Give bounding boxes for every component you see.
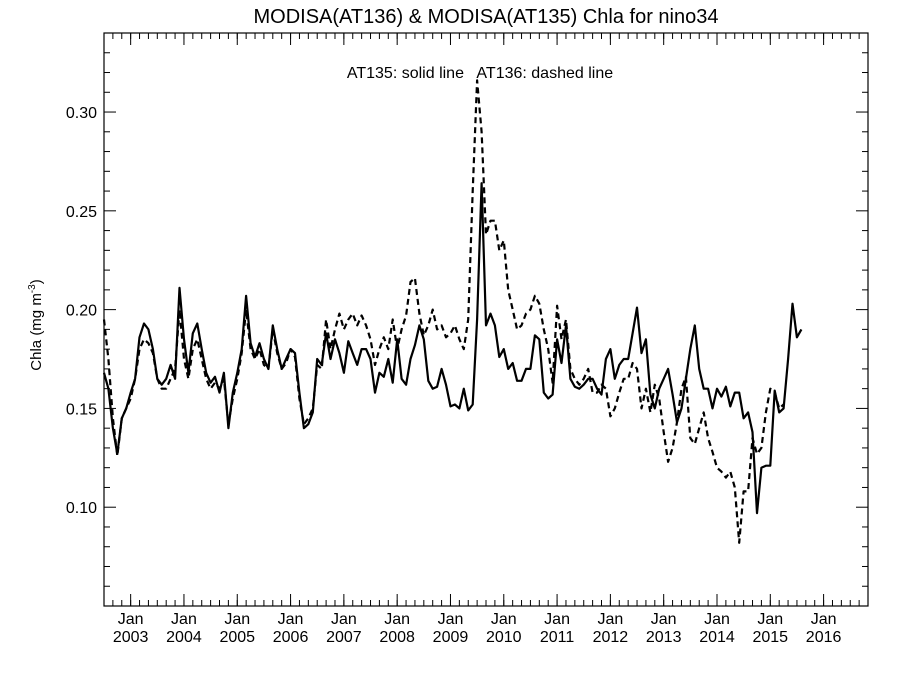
x-tick-year: 2012 — [593, 629, 629, 646]
series-line-at136 — [102, 79, 785, 544]
x-tick-month: Jan — [651, 611, 677, 628]
x-tick-year: 2008 — [379, 629, 415, 646]
x-tick-month: Jan — [224, 611, 250, 628]
x-tick-month: Jan — [171, 611, 197, 628]
chart-title: MODISA(AT136) & MODISA(AT135) Chla for n… — [254, 6, 719, 28]
x-tick-year: 2015 — [752, 629, 788, 646]
x-tick-month: Jan — [331, 611, 357, 628]
x-tick-month: Jan — [118, 611, 144, 628]
x-tick-year: 2010 — [486, 629, 522, 646]
x-tick-month: Jan — [704, 611, 730, 628]
x-tick-year: 2011 — [540, 629, 575, 646]
series-annotation: AT135: solid line AT136: dashed line — [347, 65, 613, 82]
x-tick-year: 2013 — [646, 629, 682, 646]
x-tick-year: 2014 — [699, 629, 735, 646]
y-axis-label-sup: -3 — [27, 284, 38, 293]
y-tick-label: 0.25 — [66, 204, 97, 221]
y-axis-label-main: Chla (mg m — [28, 293, 45, 371]
x-tick-year: 2004 — [166, 629, 202, 646]
x-tick-year: 2007 — [326, 629, 362, 646]
x-tick-month: Jan — [811, 611, 837, 628]
x-tick-year: 2003 — [113, 629, 149, 646]
x-tick-month: Jan — [384, 611, 410, 628]
y-tick-label: 0.10 — [66, 500, 97, 517]
x-tick-year: 2005 — [219, 629, 255, 646]
y-tick-label: 0.15 — [66, 401, 97, 418]
x-tick-month: Jan — [278, 611, 304, 628]
y-axis: 0.10 0.15 0.20 0.25 0.30 — [66, 32, 868, 587]
x-tick-month: Jan — [597, 611, 623, 628]
x-tick-year: 2016 — [806, 629, 842, 646]
y-tick-label: 0.30 — [66, 105, 97, 122]
y-tick-label: 0.20 — [66, 303, 97, 320]
x-tick-month: Jan — [438, 611, 464, 628]
x-tick-month: Jan — [544, 611, 570, 628]
x-tick-year: 2006 — [273, 629, 309, 646]
x-tick-month: Jan — [491, 611, 517, 628]
y-axis-label: Chla (mg m-3) — [27, 279, 45, 370]
x-tick-month: Jan — [757, 611, 783, 628]
y-axis-label-close: ) — [28, 279, 45, 284]
series-layer — [102, 79, 803, 544]
x-tick-year: 2009 — [433, 629, 469, 646]
x-axis: Jan2003Jan2004Jan2005Jan2006Jan2007Jan20… — [103, 33, 860, 646]
series-line-at135 — [102, 182, 803, 515]
